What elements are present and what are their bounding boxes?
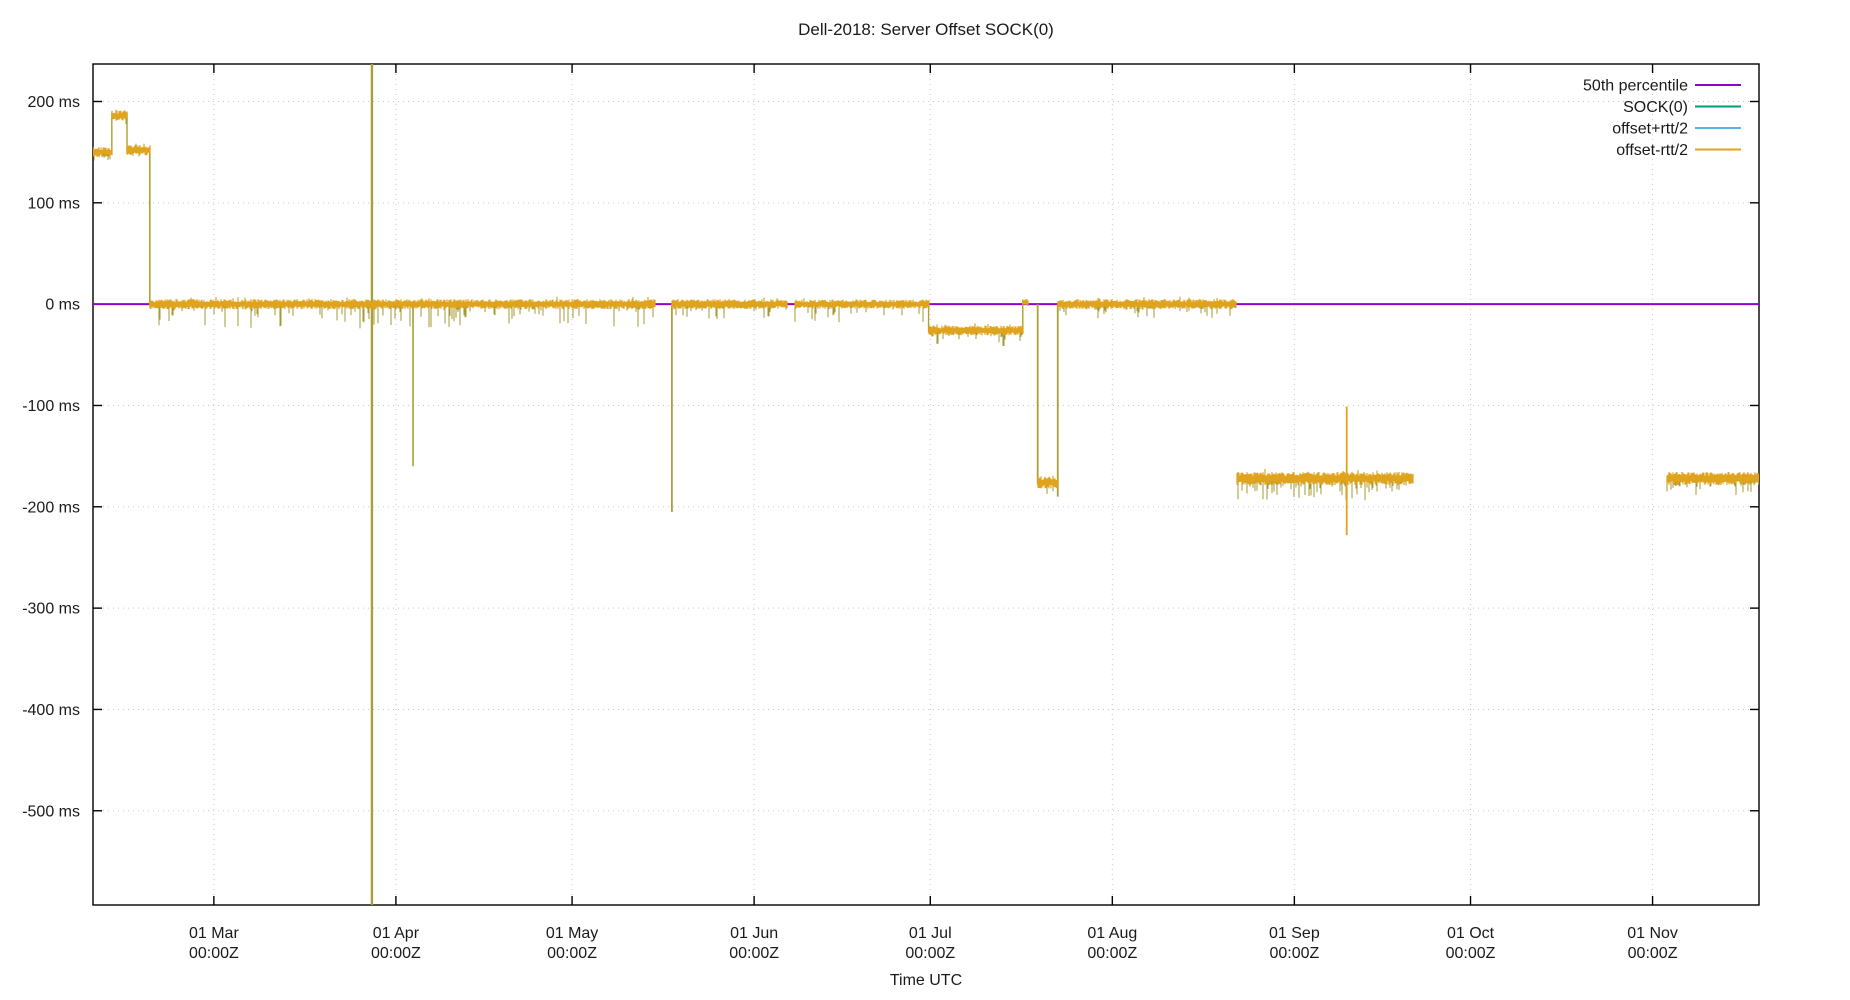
x-tick-label-date: 01 May (546, 925, 598, 942)
x-tick-label-time: 00:00Z (371, 945, 421, 962)
y-tick-label: -300 ms (22, 601, 80, 618)
x-tick-label-time: 00:00Z (729, 945, 779, 962)
y-tick-label: -100 ms (22, 398, 80, 415)
y-tick-label: 0 ms (45, 297, 80, 314)
x-tick-label-time: 00:00Z (905, 945, 955, 962)
y-tick-label: 100 ms (28, 195, 80, 212)
legend-label: 50th percentile (1583, 78, 1688, 95)
x-tick-label-date: 01 Aug (1087, 925, 1137, 942)
y-tick-label: -400 ms (22, 702, 80, 719)
offset-band (1236, 469, 1414, 485)
x-tick-label-time: 00:00Z (1446, 945, 1496, 962)
y-tick-label: -500 ms (22, 803, 80, 820)
x-tick-label-time: 00:00Z (547, 945, 597, 962)
x-tick-label-date: 01 Nov (1627, 925, 1678, 942)
x-tick-label-time: 00:00Z (189, 945, 239, 962)
legend-label: offset-rtt/2 (1616, 142, 1688, 159)
x-tick-label-time: 00:00Z (1087, 945, 1137, 962)
x-tick-label-date: 01 Sep (1269, 925, 1320, 942)
x-tick-label-date: 01 Apr (373, 925, 420, 942)
offset-band (149, 296, 656, 310)
x-tick-label-date: 01 Jul (909, 925, 952, 942)
offset-band (93, 147, 113, 158)
x-tick-label-date: 01 Jun (730, 925, 778, 942)
offset-band (1666, 471, 1759, 485)
x-tick-label-time: 00:00Z (1628, 945, 1678, 962)
y-tick-label: -200 ms (22, 499, 80, 516)
offset-band (111, 109, 128, 121)
x-tick-label-date: 01 Mar (189, 925, 239, 942)
series-group (93, 64, 1759, 905)
offset-band (1022, 299, 1029, 306)
plot-border (92, 63, 1760, 906)
x-tick-label-time: 00:00Z (1269, 945, 1319, 962)
x-axis-title: Time UTC (889, 972, 963, 989)
offset-band (1057, 296, 1237, 310)
y-tick-label: 200 ms (28, 94, 80, 111)
chart-title: Dell-2018: Server Offset SOCK(0) (798, 20, 1054, 39)
offset-band (671, 297, 788, 310)
offset-band (794, 298, 930, 309)
offset-band (126, 143, 151, 156)
offset-band (928, 323, 1024, 336)
x-tick-label-date: 01 Oct (1447, 925, 1495, 942)
legend-label: SOCK(0) (1623, 99, 1688, 116)
offset-band (1037, 475, 1059, 489)
legend-label: offset+rtt/2 (1612, 121, 1688, 138)
